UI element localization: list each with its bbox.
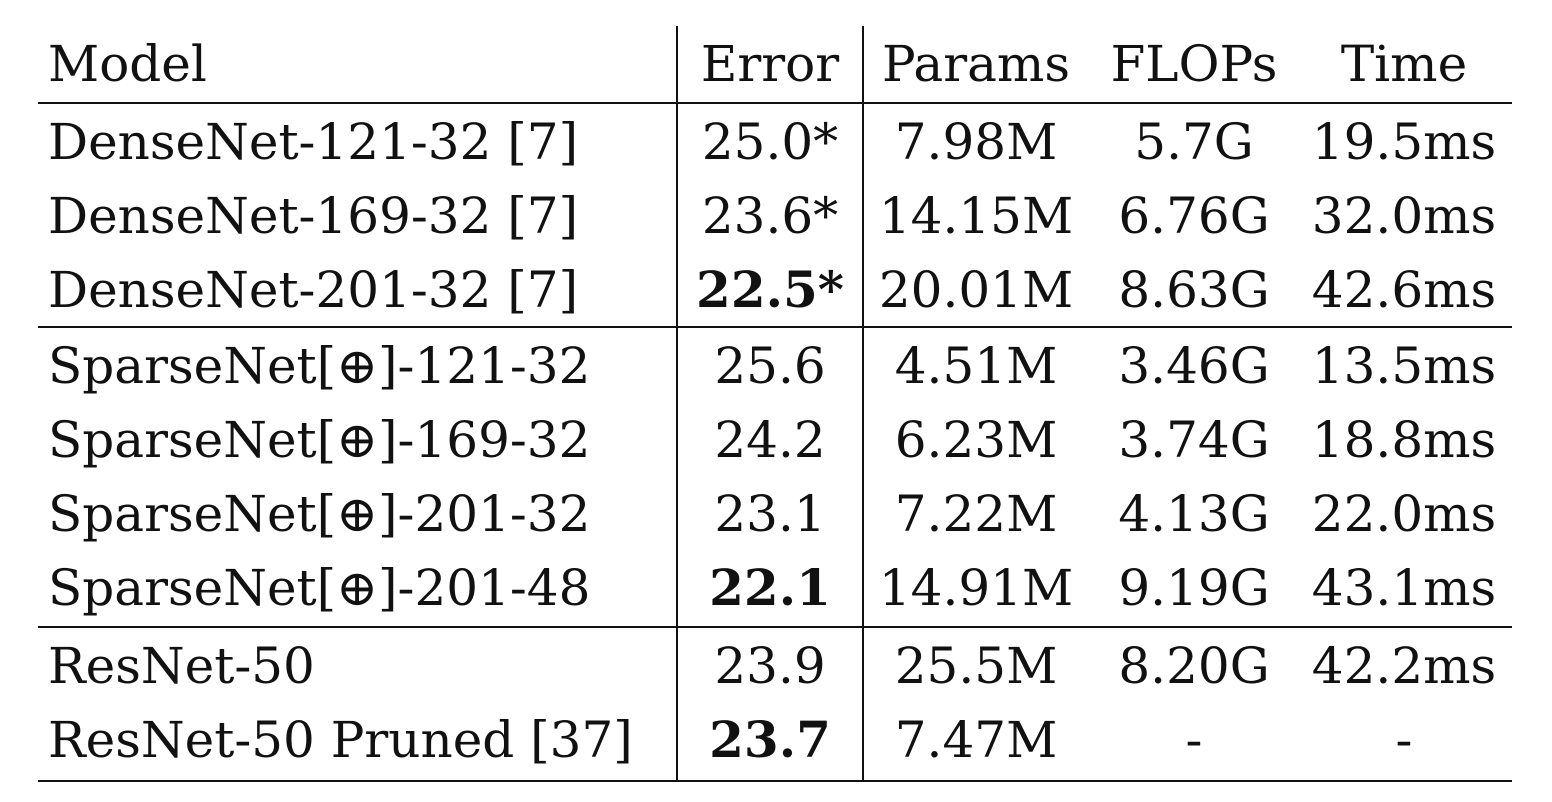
cell-flops: 9.19G	[1118, 559, 1270, 617]
cell-params: 14.91M	[878, 559, 1074, 617]
cell-error-best: 22.1	[709, 558, 831, 617]
cell-params: 20.01M	[878, 261, 1074, 319]
cell-time: 43.1ms	[1311, 559, 1497, 617]
header-flops: FLOPs	[1110, 35, 1278, 93]
results-table: Model Error Params FLOPs Time DenseNet-1…	[38, 26, 1512, 786]
cell-model: DenseNet-121-32 [7]	[48, 113, 579, 171]
cell-time: 13.5ms	[1311, 337, 1497, 395]
header-time: Time	[1340, 35, 1468, 93]
cell-error: 23.6*	[701, 187, 839, 245]
cell-model: SparseNet[⊕]-121-32	[48, 337, 591, 395]
header-rule	[38, 102, 1512, 104]
group-rule-2	[38, 626, 1512, 628]
cell-model: DenseNet-201-32 [7]	[48, 261, 579, 319]
cell-params: 25.5M	[894, 637, 1058, 695]
cell-model: SparseNet[⊕]-169-32	[48, 411, 591, 469]
cell-time: 42.2ms	[1311, 637, 1497, 695]
error-column-separator	[862, 26, 864, 782]
cell-params: 6.23M	[894, 411, 1058, 469]
cell-params: 7.47M	[894, 711, 1058, 769]
cell-params: 7.22M	[894, 485, 1058, 543]
cell-time: 42.6ms	[1311, 261, 1497, 319]
cell-error: 24.2	[714, 411, 826, 469]
cell-error-best: 22.5*	[696, 260, 844, 319]
cell-time: 18.8ms	[1311, 411, 1497, 469]
cell-flops: 3.74G	[1118, 411, 1270, 469]
cell-error-best: 23.7	[709, 710, 831, 769]
cell-error: 23.1	[714, 485, 826, 543]
cell-model: DenseNet-169-32 [7]	[48, 187, 579, 245]
cell-time: 32.0ms	[1311, 187, 1497, 245]
cell-error: 25.0*	[701, 113, 839, 171]
cell-model: SparseNet[⊕]-201-48	[48, 559, 591, 617]
cell-time: 22.0ms	[1311, 485, 1497, 543]
cell-params: 7.98M	[894, 113, 1058, 171]
cell-params: 14.15M	[878, 187, 1074, 245]
cell-model: SparseNet[⊕]-201-32	[48, 485, 591, 543]
cell-flops: 8.63G	[1118, 261, 1270, 319]
cell-flops: -	[1185, 711, 1203, 769]
cell-error: 25.6	[714, 337, 826, 395]
bottom-rule	[38, 780, 1512, 782]
header-params: Params	[882, 35, 1070, 93]
header-model: Model	[48, 35, 207, 93]
model-column-separator	[676, 26, 678, 782]
cell-model: ResNet-50	[48, 637, 315, 695]
cell-time: 19.5ms	[1311, 113, 1497, 171]
cell-flops: 6.76G	[1118, 187, 1270, 245]
cell-flops: 3.46G	[1118, 337, 1270, 395]
cell-error: 23.9	[714, 637, 826, 695]
cell-params: 4.51M	[894, 337, 1058, 395]
cell-flops: 8.20G	[1118, 637, 1270, 695]
cell-flops: 4.13G	[1118, 485, 1270, 543]
cell-time: -	[1395, 711, 1413, 769]
cell-flops: 5.7G	[1134, 113, 1254, 171]
group-rule-1	[38, 326, 1512, 328]
header-error: Error	[700, 35, 840, 93]
cell-model: ResNet-50 Pruned [37]	[48, 711, 633, 769]
